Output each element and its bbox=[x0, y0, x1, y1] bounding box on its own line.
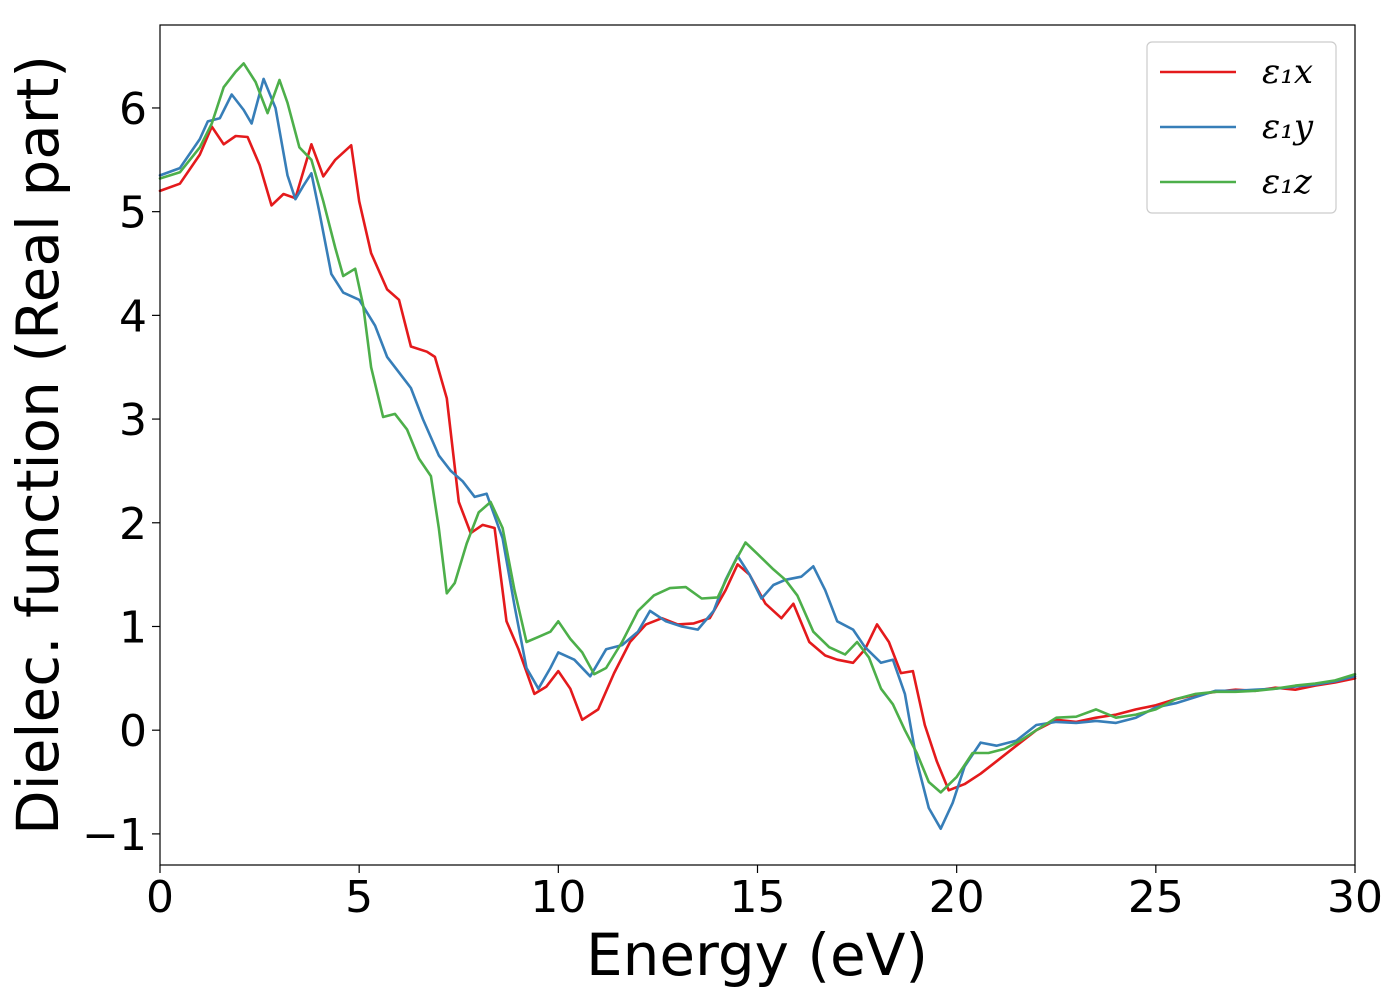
legend-label-2: ε₁y bbox=[1262, 107, 1314, 147]
x-tick-label: 10 bbox=[530, 872, 586, 923]
series-line-3 bbox=[158, 62, 1357, 794]
legend-label-1: ε₁x bbox=[1262, 52, 1313, 92]
x-tick-label: 0 bbox=[146, 872, 174, 923]
series-line-2 bbox=[158, 77, 1357, 830]
y-axis-label: Dielec. function (Real part) bbox=[4, 55, 72, 835]
x-tick-label: 15 bbox=[730, 872, 786, 923]
x-axis: 0 5 10 15 20 25 30 bbox=[146, 865, 1383, 923]
y-axis: −1 0 1 2 3 4 5 6 bbox=[82, 84, 160, 861]
y-tick-label: −1 bbox=[82, 810, 147, 861]
x-tick-label: 25 bbox=[1128, 872, 1184, 923]
y-tick-label: 2 bbox=[119, 499, 147, 550]
legend: ε₁x ε₁y ε₁z bbox=[1146, 41, 1337, 214]
legend-label-3: ε₁z bbox=[1262, 162, 1313, 202]
y-tick-label: 1 bbox=[119, 602, 147, 653]
x-tick-label: 20 bbox=[929, 872, 985, 923]
y-tick-label: 4 bbox=[119, 291, 147, 342]
series-layer bbox=[158, 62, 1357, 830]
series-line-1 bbox=[158, 125, 1357, 792]
x-axis-label: Energy (eV) bbox=[586, 921, 928, 989]
y-tick-label: 3 bbox=[119, 395, 147, 446]
y-tick-label: 5 bbox=[119, 188, 147, 239]
legend-box bbox=[1146, 41, 1337, 214]
y-tick-label: 6 bbox=[119, 84, 147, 135]
x-tick-label: 30 bbox=[1327, 872, 1383, 923]
x-tick-label: 5 bbox=[345, 872, 373, 923]
y-tick-label: 0 bbox=[119, 706, 147, 757]
